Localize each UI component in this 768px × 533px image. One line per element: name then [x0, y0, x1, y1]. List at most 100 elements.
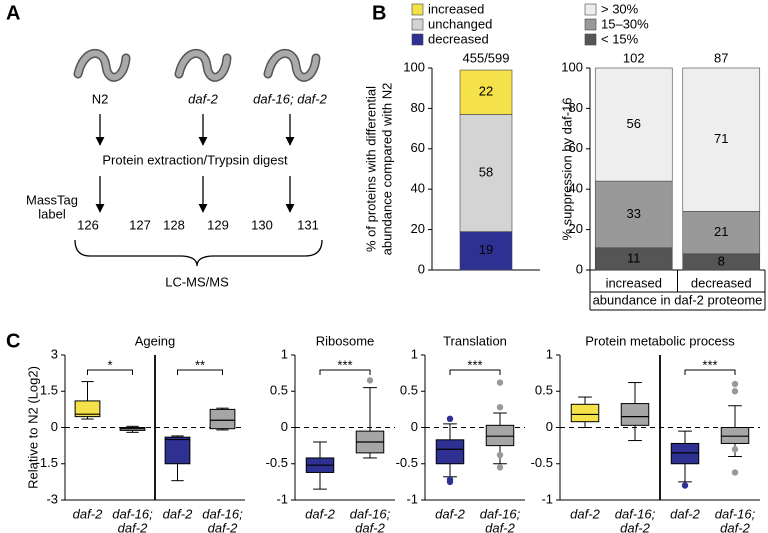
y-tick-label: -3: [46, 491, 58, 506]
significance-label: ***: [467, 357, 482, 372]
y-tick-label: -1: [406, 491, 418, 506]
y-tick-label: 60: [411, 140, 425, 155]
box: [164, 436, 191, 465]
outlier: [496, 464, 504, 471]
x-tick-label: daf-16;: [350, 506, 391, 521]
y-tick-label: -0.5: [266, 455, 288, 470]
tag-label: 127: [129, 217, 151, 232]
y-tick-label: 1: [546, 346, 553, 361]
x-tick-label: daf-2: [305, 506, 335, 521]
x-tick-label: daf-16;: [112, 506, 153, 521]
data-label: 33: [627, 206, 641, 221]
box: [209, 408, 236, 430]
y-tick-label: 0.5: [400, 383, 418, 398]
data-label: 22: [479, 84, 493, 99]
y-tick-label: -1.5: [36, 455, 58, 470]
box: [570, 403, 600, 423]
outlier: [496, 451, 504, 459]
box: [435, 439, 465, 465]
tag-label: 131: [297, 217, 319, 232]
data-label: 11: [627, 250, 641, 265]
chart-title: Ageing: [135, 333, 175, 348]
legend-swatch: [411, 18, 424, 31]
x-tick-label: daf-2: [670, 506, 700, 521]
legend-label: < 15%: [601, 31, 639, 46]
strain-label: daf-16; daf-2: [253, 91, 327, 106]
box: [620, 403, 650, 426]
x-tick-label: daf-2: [620, 520, 650, 533]
legend-swatch: [411, 33, 424, 46]
y-tick-label: 100: [561, 59, 583, 74]
step-label: Protein extraction/Trypsin digest: [102, 152, 288, 167]
y-tick-label: -1: [541, 491, 553, 506]
y-tick-label: 0: [576, 261, 583, 276]
x-tick-label: increased: [606, 275, 662, 290]
y-axis-label: % suppression by daf-16: [559, 97, 574, 240]
bar-segment: [594, 180, 673, 249]
x-tick-label: daf-16;: [202, 506, 243, 521]
y-tick-label: 0.5: [270, 383, 288, 398]
tag-label: 128: [163, 217, 185, 232]
y-tick-label: 20: [569, 221, 583, 236]
y-tick-label: -0.5: [531, 455, 553, 470]
chart-title: Ribosome: [316, 333, 375, 348]
x-tick-label: daf-2: [720, 520, 750, 533]
bar-segment: [459, 69, 513, 115]
y-tick-label: 40: [569, 181, 583, 196]
x-tick-label: daf-2: [355, 520, 385, 533]
y-axis-label: % of proteins with differential: [363, 86, 378, 252]
outlier: [366, 377, 374, 384]
box: [720, 427, 750, 444]
significance-label: **: [195, 357, 205, 372]
y-tick-label: 80: [569, 100, 583, 115]
y-tick-label: 1: [411, 346, 418, 361]
tag-title: MassTag: [26, 192, 78, 207]
y-tick-label: 80: [411, 100, 425, 115]
chart-title: Protein metabolic process: [585, 333, 735, 348]
significance-bracket: [87, 369, 133, 375]
outlier: [731, 446, 739, 453]
box: [670, 442, 700, 465]
data-label: 71: [714, 131, 728, 146]
bar-segment: [459, 231, 513, 271]
legend-swatch: [411, 3, 424, 16]
legend-swatch: [584, 3, 597, 16]
x-tick-label: daf-2: [435, 506, 465, 521]
legend-label: decreased: [428, 31, 489, 46]
data-label: 19: [479, 242, 493, 257]
outlier: [446, 415, 454, 422]
total-label: 87: [714, 50, 728, 65]
y-tick-label: 1.5: [40, 383, 58, 398]
bar-segment: [459, 114, 513, 232]
bar-segment: [594, 67, 673, 182]
significance-bracket: [177, 369, 223, 375]
data-label: 21: [714, 224, 728, 239]
y-tick-label: 3: [51, 346, 58, 361]
legend-swatch: [584, 33, 597, 46]
legend-label: unchanged: [428, 16, 492, 31]
legend-swatch: [584, 18, 597, 31]
y-tick-label: 60: [569, 140, 583, 155]
panel-label: B: [372, 2, 386, 24]
bar-segment: [682, 67, 761, 212]
box: [74, 400, 101, 418]
x-tick-label: daf-2: [163, 506, 193, 521]
total-label: 102: [623, 50, 645, 65]
y-tick-label: -0.5: [396, 455, 418, 470]
x-axis-label: abundance in daf-2 proteome: [593, 292, 763, 307]
x-tick-label: decreased: [691, 275, 752, 290]
outlier: [496, 404, 504, 411]
x-tick-label: daf-2: [485, 520, 515, 533]
data-label: 56: [627, 116, 641, 131]
y-tick-label: 0: [51, 419, 58, 434]
x-tick-label: daf-16;: [615, 506, 656, 521]
bracket: [74, 239, 323, 267]
x-tick-label: daf-16;: [715, 506, 756, 521]
method-label: LC-MS/MS: [165, 274, 229, 289]
panel-label: C: [6, 330, 20, 352]
y-tick-label: 0: [411, 419, 418, 434]
chart-title: Translation: [443, 333, 507, 348]
y-tick-label: 0: [546, 419, 553, 434]
panel-label: A: [6, 2, 20, 24]
outlier: [446, 478, 454, 486]
